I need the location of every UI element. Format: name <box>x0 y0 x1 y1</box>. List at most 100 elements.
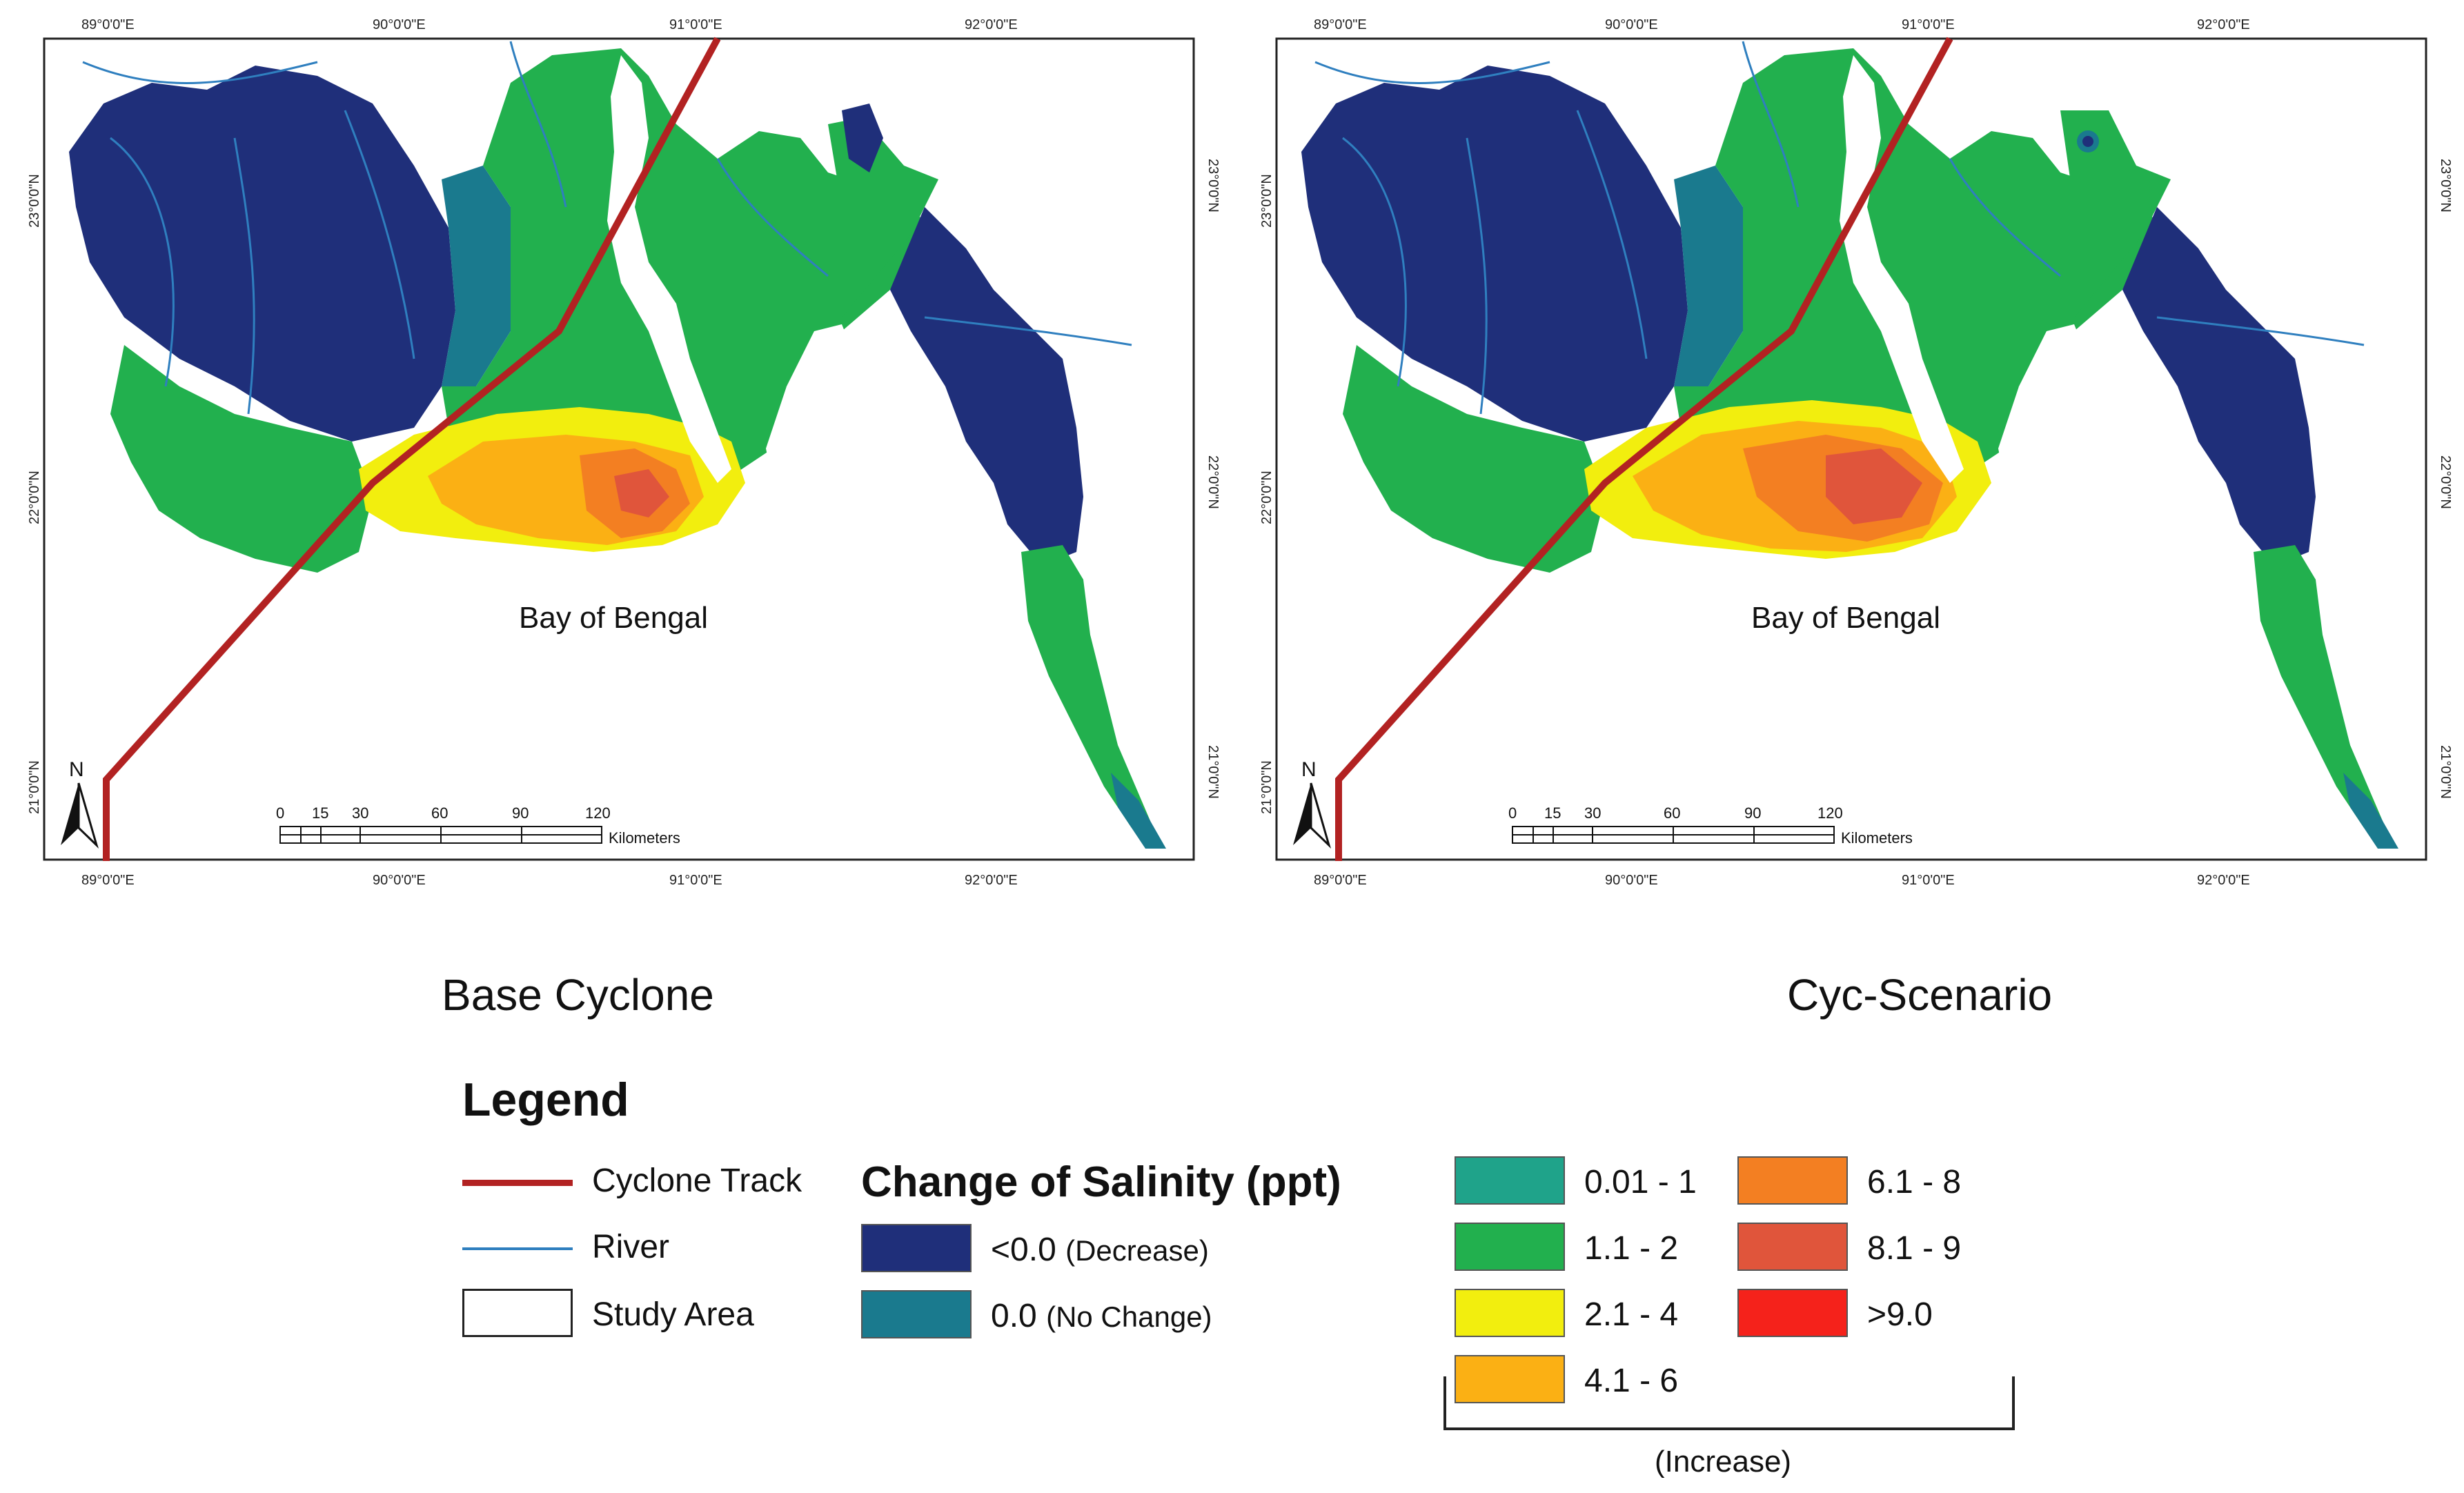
study-area-symbol <box>462 1289 573 1337</box>
legend-label-0-01-1: 0.01 - 1 <box>1584 1164 1697 1200</box>
lon-tick-bottom: 91°0'0"E <box>669 873 722 888</box>
scale-number: 15 <box>312 804 328 822</box>
legend-value-decrease: <0.0 <box>991 1232 1056 1268</box>
cyclone-track <box>103 37 721 861</box>
lon-tick-top: 91°0'0"E <box>669 17 722 32</box>
region-green-east <box>2060 110 2171 317</box>
lon-tick-bottom: 92°0'0"E <box>2197 873 2250 888</box>
north-arrow: N <box>61 758 99 849</box>
region-orange-red <box>1826 448 1922 524</box>
legend-label-over-9: >9.0 <box>1867 1296 1933 1333</box>
scale-bar: 0 15 30 60 90 120 Kilometers <box>1508 804 1913 847</box>
legend-label-4-1-6: 4.1 - 6 <box>1584 1363 1679 1399</box>
cyclone-track <box>1335 37 1953 861</box>
river-symbol <box>462 1247 573 1250</box>
region-decrease-spot <box>2082 136 2093 147</box>
river-lines <box>82 41 1132 415</box>
lon-tick-top: 91°0'0"E <box>1902 17 1955 32</box>
scale-number: 30 <box>352 804 368 822</box>
lat-tick-left: 22°0'0"N <box>1260 471 1274 524</box>
legend-label-study-area: Study Area <box>592 1296 754 1333</box>
region-nochange-se-tip <box>2343 773 2398 849</box>
lon-tick-bottom: 90°0'0"E <box>373 873 426 888</box>
swatch-1-1-2 <box>1455 1223 1565 1271</box>
lat-tick-left: 21°0'0"N <box>28 760 42 814</box>
lat-tick-right: 21°0'0"N <box>2438 745 2453 799</box>
legend-heading: Legend <box>462 1074 629 1126</box>
lat-tick-left: 23°0'0"N <box>28 174 42 228</box>
scale-unit: Kilometers <box>609 829 680 847</box>
lon-tick-top: 92°0'0"E <box>2197 17 2250 32</box>
lon-tick-bottom: 89°0'0"E <box>1314 873 1367 888</box>
sea-label: Bay of Bengal <box>1751 601 1940 635</box>
lon-tick-bottom: 92°0'0"E <box>965 873 1018 888</box>
lon-tick-top: 89°0'0"E <box>81 17 135 32</box>
legend-note-no-change: (No Change) <box>1046 1301 1212 1333</box>
lon-tick-top: 89°0'0"E <box>1314 17 1367 32</box>
map-title-cyc-scenario: Cyc-Scenario <box>1787 970 2053 1020</box>
swatch-0-01-1 <box>1455 1156 1565 1205</box>
lon-tick-bottom: 90°0'0"E <box>1605 873 1658 888</box>
scale-number: 0 <box>276 804 284 822</box>
scale-number: 30 <box>1584 804 1601 822</box>
north-arrow-label: N <box>1301 758 1317 781</box>
legend-label-no-change: 0.0 (No Change) <box>991 1297 1212 1335</box>
estuary-channel-east <box>1998 324 2088 483</box>
lat-tick-left: 22°0'0"N <box>28 471 42 524</box>
sea-label: Bay of Bengal <box>519 601 708 635</box>
increase-label: (Increase) <box>1655 1445 1792 1479</box>
map-panel-base-cyclone: Bay of Bengal 89°0'0"E 90°0'0"E 91°0'0"E… <box>28 0 1228 911</box>
legend-label-cyclone-track: Cyclone Track <box>592 1163 802 1199</box>
scale-number: 120 <box>585 804 611 822</box>
legend-value-no-change: 0.0 <box>991 1298 1037 1334</box>
region-green-east <box>828 117 938 317</box>
north-arrow-label: N <box>69 758 84 781</box>
region-decrease-west <box>69 66 455 442</box>
region-decrease-east <box>890 207 1083 566</box>
region-decrease-east <box>2122 207 2316 566</box>
region-nochange-se-tip <box>1111 773 1166 849</box>
estuary-channel <box>607 55 731 483</box>
lon-tick-top: 90°0'0"E <box>373 17 426 32</box>
north-arrow: N <box>1293 758 1331 849</box>
increase-bracket <box>1443 1376 2015 1430</box>
scale-number: 90 <box>512 804 529 822</box>
legend-label-2-1-4: 2.1 - 4 <box>1584 1296 1679 1333</box>
region-orange-red <box>614 469 669 517</box>
cyclone-track-symbol <box>462 1180 573 1186</box>
region-green-coastal-se <box>1021 545 1159 842</box>
map-cyc-scenario: Bay of Bengal 89°0'0"E 90°0'0"E 91°0'0"E… <box>1260 17 2453 888</box>
lon-tick-top: 90°0'0"E <box>1605 17 1658 32</box>
lat-tick-left: 21°0'0"N <box>1260 760 1274 814</box>
lat-tick-right: 21°0'0"N <box>1205 745 1221 799</box>
estuary-channel-east <box>766 324 856 483</box>
lat-tick-right: 22°0'0"N <box>2438 455 2453 509</box>
lon-tick-bottom: 89°0'0"E <box>81 873 135 888</box>
legend-label-6-1-8: 6.1 - 8 <box>1867 1164 1962 1200</box>
scale-bar: 0 15 30 60 90 120 Kilometers <box>276 804 680 847</box>
swatch-decrease <box>861 1224 972 1272</box>
swatch-6-1-8 <box>1737 1156 1848 1205</box>
region-green-west <box>110 345 373 573</box>
scale-number: 120 <box>1817 804 1843 822</box>
lat-tick-right: 23°0'0"N <box>2438 159 2453 212</box>
map-panel-cyc-scenario: Bay of Bengal 89°0'0"E 90°0'0"E 91°0'0"E… <box>1260 0 2461 911</box>
region-decrease-north-east <box>842 103 883 172</box>
region-nochange-central <box>442 166 511 386</box>
map-base-cyclone: Bay of Bengal 89°0'0"E 90°0'0"E 91°0'0"E… <box>28 17 1221 888</box>
salinity-heading: Change of Salinity (ppt) <box>861 1158 1341 1206</box>
lon-tick-top: 92°0'0"E <box>965 17 1018 32</box>
lat-tick-right: 22°0'0"N <box>1205 455 1221 509</box>
legend-note-decrease: (Decrease) <box>1065 1234 1209 1267</box>
swatch-over-9 <box>1737 1289 1848 1337</box>
estuary-channel <box>1840 55 1964 483</box>
legend-label-8-1-9: 8.1 - 9 <box>1867 1230 1962 1267</box>
swatch-4-1-6 <box>1455 1355 1565 1403</box>
scale-number: 15 <box>1544 804 1561 822</box>
river-lines <box>1314 41 2365 415</box>
region-green-coastal-se <box>2254 545 2392 842</box>
lat-tick-right: 23°0'0"N <box>1205 159 1221 212</box>
swatch-2-1-4 <box>1455 1289 1565 1337</box>
scale-number: 60 <box>431 804 448 822</box>
swatch-8-1-9 <box>1737 1223 1848 1271</box>
